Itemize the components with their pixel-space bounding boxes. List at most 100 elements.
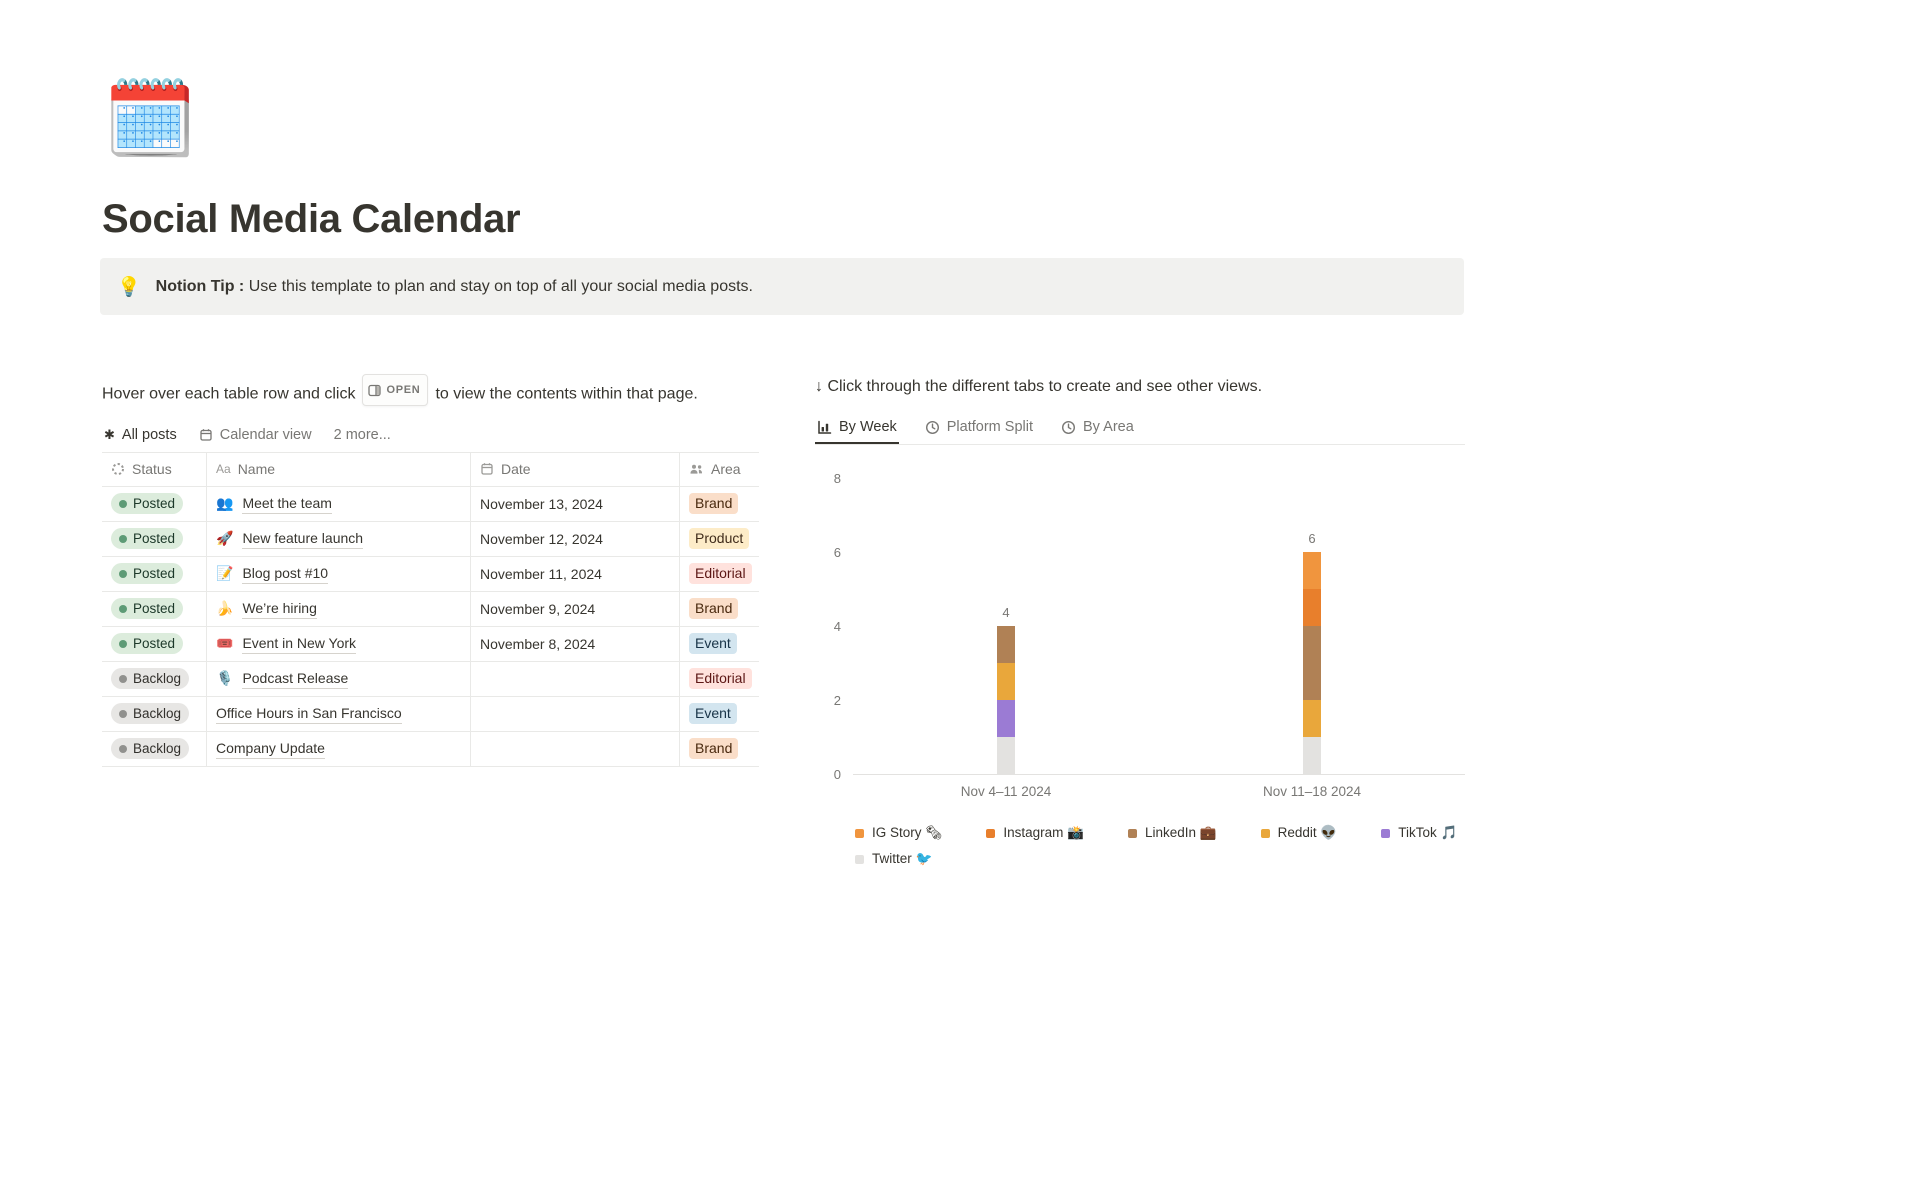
table-row[interactable]: Backlog Company Update Brand <box>102 731 759 767</box>
date-value: November 13, 2024 <box>480 495 603 512</box>
status-cell: Posted <box>102 591 207 626</box>
page-link[interactable]: Event in New York <box>242 634 357 654</box>
area-badge[interactable]: Product <box>689 528 750 549</box>
bar-segment <box>1303 737 1321 774</box>
table-row[interactable]: Posted 🎟️ Event in New York November 8, 202… <box>102 626 759 662</box>
y-tick-label: 2 <box>833 693 841 708</box>
tab-all-posts[interactable]: ✱ All posts <box>102 420 179 452</box>
page-link[interactable]: Company Update <box>216 739 325 759</box>
page-emoji-icon: 🍌 <box>216 600 234 616</box>
area-badge[interactable]: Editorial <box>689 563 752 584</box>
status-dot-icon <box>119 674 127 683</box>
status-cell: Backlog <box>102 696 207 731</box>
tab-calendar-view[interactable]: Calendar view <box>197 420 314 452</box>
legend-item[interactable]: IG Story 🗞 <box>855 825 942 841</box>
area-badge[interactable]: Event <box>689 703 737 724</box>
name-cell: Company Update <box>207 731 471 766</box>
legend-item[interactable]: LinkedIn 💼 <box>1128 825 1217 841</box>
date-cell[interactable] <box>471 661 680 696</box>
table-row[interactable]: Backlog Office Hours in San Francisco Even… <box>102 696 759 732</box>
page-cover-icon[interactable]: 🗓️ <box>104 77 197 160</box>
y-tick-label: 0 <box>833 767 841 782</box>
bar-segment <box>1303 552 1321 589</box>
bar-segment <box>1303 626 1321 700</box>
table-row[interactable]: Backlog 🎙️ Podcast Release Editorial <box>102 661 759 697</box>
legend-item[interactable]: Twitter 🐦 <box>855 851 932 867</box>
page-link[interactable]: Blog post #10 <box>242 564 329 584</box>
table-header-row: Status Aa Name Date Area <box>102 452 759 487</box>
area-badge[interactable]: Editorial <box>689 668 752 689</box>
area-badge[interactable]: Brand <box>689 598 739 619</box>
status-badge[interactable]: Posted <box>111 633 184 654</box>
page-link[interactable]: New feature launch <box>242 529 364 549</box>
status-badge[interactable]: Backlog <box>111 703 190 724</box>
area-cell: Brand <box>680 592 759 626</box>
date-cell[interactable]: November 13, 2024 <box>471 486 680 521</box>
status-badge[interactable]: Posted <box>111 493 184 514</box>
column-header-status[interactable]: Status <box>102 452 207 486</box>
legend-item[interactable]: TikTok 🎵 <box>1381 825 1457 841</box>
area-cell: Product <box>680 522 759 556</box>
date-cell[interactable]: November 11, 2024 <box>471 556 680 591</box>
tab-more-views[interactable]: 2 more... <box>332 420 393 452</box>
table-row[interactable]: Posted 🚀 New feature launch November 12, 20… <box>102 521 759 557</box>
status-dot-icon <box>119 744 127 753</box>
area-badge[interactable]: Brand <box>689 738 739 759</box>
area-badge[interactable]: Brand <box>689 493 739 514</box>
page-link[interactable]: Office Hours in San Francisco <box>216 704 402 724</box>
status-cell: Posted <box>102 556 207 591</box>
text-property-icon: Aa <box>216 462 231 476</box>
column-header-date[interactable]: Date <box>471 452 680 486</box>
legend-item[interactable]: Reddit 👽 <box>1260 825 1337 841</box>
table-row[interactable]: Posted 🍌 We’re hiring November 9, 2024 Brand <box>102 591 759 627</box>
date-cell[interactable]: November 8, 2024 <box>471 626 680 661</box>
legend-item[interactable]: Instagram 📸 <box>986 825 1084 841</box>
status-dot-icon <box>119 604 127 613</box>
page-emoji-icon: 🎙️ <box>216 670 234 686</box>
notion-tip-callout: 💡 Notion Tip : Use this template to plan… <box>100 258 1464 315</box>
open-button[interactable]: OPEN <box>362 374 429 406</box>
tab-platform-split[interactable]: Platform Split <box>923 412 1035 444</box>
page-link[interactable]: Podcast Release <box>242 669 349 689</box>
status-label: Posted <box>133 636 176 651</box>
date-cell[interactable] <box>471 696 680 731</box>
stacked-bar[interactable]: 6 <box>1303 531 1321 774</box>
status-badge[interactable]: Posted <box>111 528 184 549</box>
calendar-icon <box>199 428 213 442</box>
date-cell[interactable]: November 12, 2024 <box>471 521 680 556</box>
area-cell: Brand <box>680 732 759 766</box>
legend-label: Twitter 🐦 <box>872 851 933 866</box>
date-cell[interactable] <box>471 731 680 766</box>
stacked-bar[interactable]: 4 <box>997 605 1015 774</box>
tab-calendar-view-label: Calendar view <box>219 426 312 443</box>
status-cell: Backlog <box>102 731 207 766</box>
column-header-area[interactable]: Area <box>680 453 759 486</box>
status-dot-icon <box>119 499 127 508</box>
table-row[interactable]: Posted 📝 Blog post #10 November 11, 2024 Edi… <box>102 556 759 592</box>
date-cell[interactable]: November 9, 2024 <box>471 591 680 626</box>
status-badge[interactable]: Posted <box>111 598 184 619</box>
legend-swatch-icon <box>1260 828 1270 838</box>
column-header-name[interactable]: Aa Name <box>207 452 471 486</box>
status-badge[interactable]: Backlog <box>111 738 190 759</box>
area-badge[interactable]: Event <box>689 633 737 654</box>
status-badge[interactable]: Posted <box>111 563 184 584</box>
tab-by-area[interactable]: By Area <box>1059 412 1136 444</box>
legend-label: Instagram 📸 <box>1003 825 1084 840</box>
chart-x-axis: Nov 4–11 2024 Nov 11–18 2024 <box>853 775 1465 799</box>
y-tick-label: 4 <box>833 619 841 634</box>
chart-view-tabs: By Week Platform Split By Area <box>815 412 1465 445</box>
date-value: November 11, 2024 <box>480 565 602 582</box>
tab-more-views-label: 2 more... <box>333 426 391 443</box>
tab-by-week[interactable]: By Week <box>815 412 899 444</box>
status-badge[interactable]: Backlog <box>111 668 190 689</box>
status-property-icon <box>111 462 125 476</box>
table-row[interactable]: Posted 👥 Meet the team November 13, 2024 Bra… <box>102 486 759 522</box>
tab-by-week-label: By Week <box>839 419 897 435</box>
page-link[interactable]: We’re hiring <box>242 599 317 619</box>
legend-swatch-icon <box>855 828 864 838</box>
page-link[interactable]: Meet the team <box>242 494 332 514</box>
bar-segment <box>997 663 1015 700</box>
status-cell: Posted <box>102 626 207 661</box>
